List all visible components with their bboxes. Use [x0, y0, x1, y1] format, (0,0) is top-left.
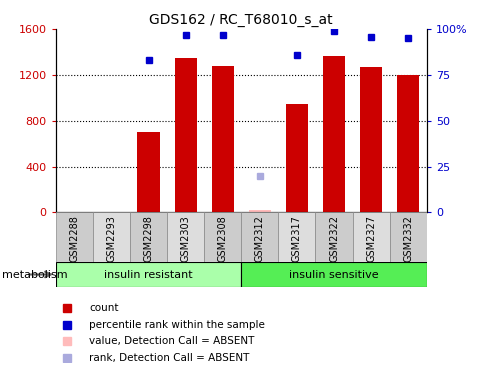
- Text: GSM2317: GSM2317: [291, 215, 302, 262]
- Text: GSM2327: GSM2327: [365, 215, 376, 262]
- Text: percentile rank within the sample: percentile rank within the sample: [89, 320, 264, 330]
- Text: GSM2293: GSM2293: [106, 215, 116, 262]
- Text: GSM2312: GSM2312: [254, 215, 264, 262]
- Text: GSM2298: GSM2298: [143, 215, 153, 262]
- Bar: [56, 262, 241, 287]
- Bar: [174, 58, 197, 212]
- Bar: [211, 66, 233, 212]
- Bar: [241, 212, 278, 262]
- Text: metabolism: metabolism: [2, 269, 68, 280]
- Bar: [396, 75, 419, 212]
- Bar: [166, 212, 204, 262]
- Text: GSM2303: GSM2303: [180, 215, 190, 261]
- Bar: [56, 212, 93, 262]
- Bar: [93, 212, 130, 262]
- Text: count: count: [89, 303, 119, 313]
- Bar: [278, 212, 315, 262]
- Bar: [389, 212, 426, 262]
- Text: GSM2308: GSM2308: [217, 215, 227, 261]
- Text: GSM2322: GSM2322: [328, 215, 338, 262]
- Text: insulin resistant: insulin resistant: [104, 269, 193, 280]
- Text: rank, Detection Call = ABSENT: rank, Detection Call = ABSENT: [89, 353, 249, 363]
- Bar: [241, 262, 426, 287]
- Bar: [285, 104, 307, 212]
- Bar: [352, 212, 389, 262]
- Bar: [248, 210, 271, 212]
- Text: GSM2288: GSM2288: [69, 215, 79, 262]
- Text: GSM2332: GSM2332: [402, 215, 412, 262]
- Bar: [204, 212, 241, 262]
- Text: value, Detection Call = ABSENT: value, Detection Call = ABSENT: [89, 336, 254, 346]
- Title: GDS162 / RC_T68010_s_at: GDS162 / RC_T68010_s_at: [149, 13, 333, 27]
- Bar: [137, 132, 159, 212]
- Bar: [359, 67, 381, 212]
- Bar: [315, 212, 352, 262]
- Bar: [130, 212, 166, 262]
- Bar: [322, 56, 345, 212]
- Text: insulin sensitive: insulin sensitive: [288, 269, 378, 280]
